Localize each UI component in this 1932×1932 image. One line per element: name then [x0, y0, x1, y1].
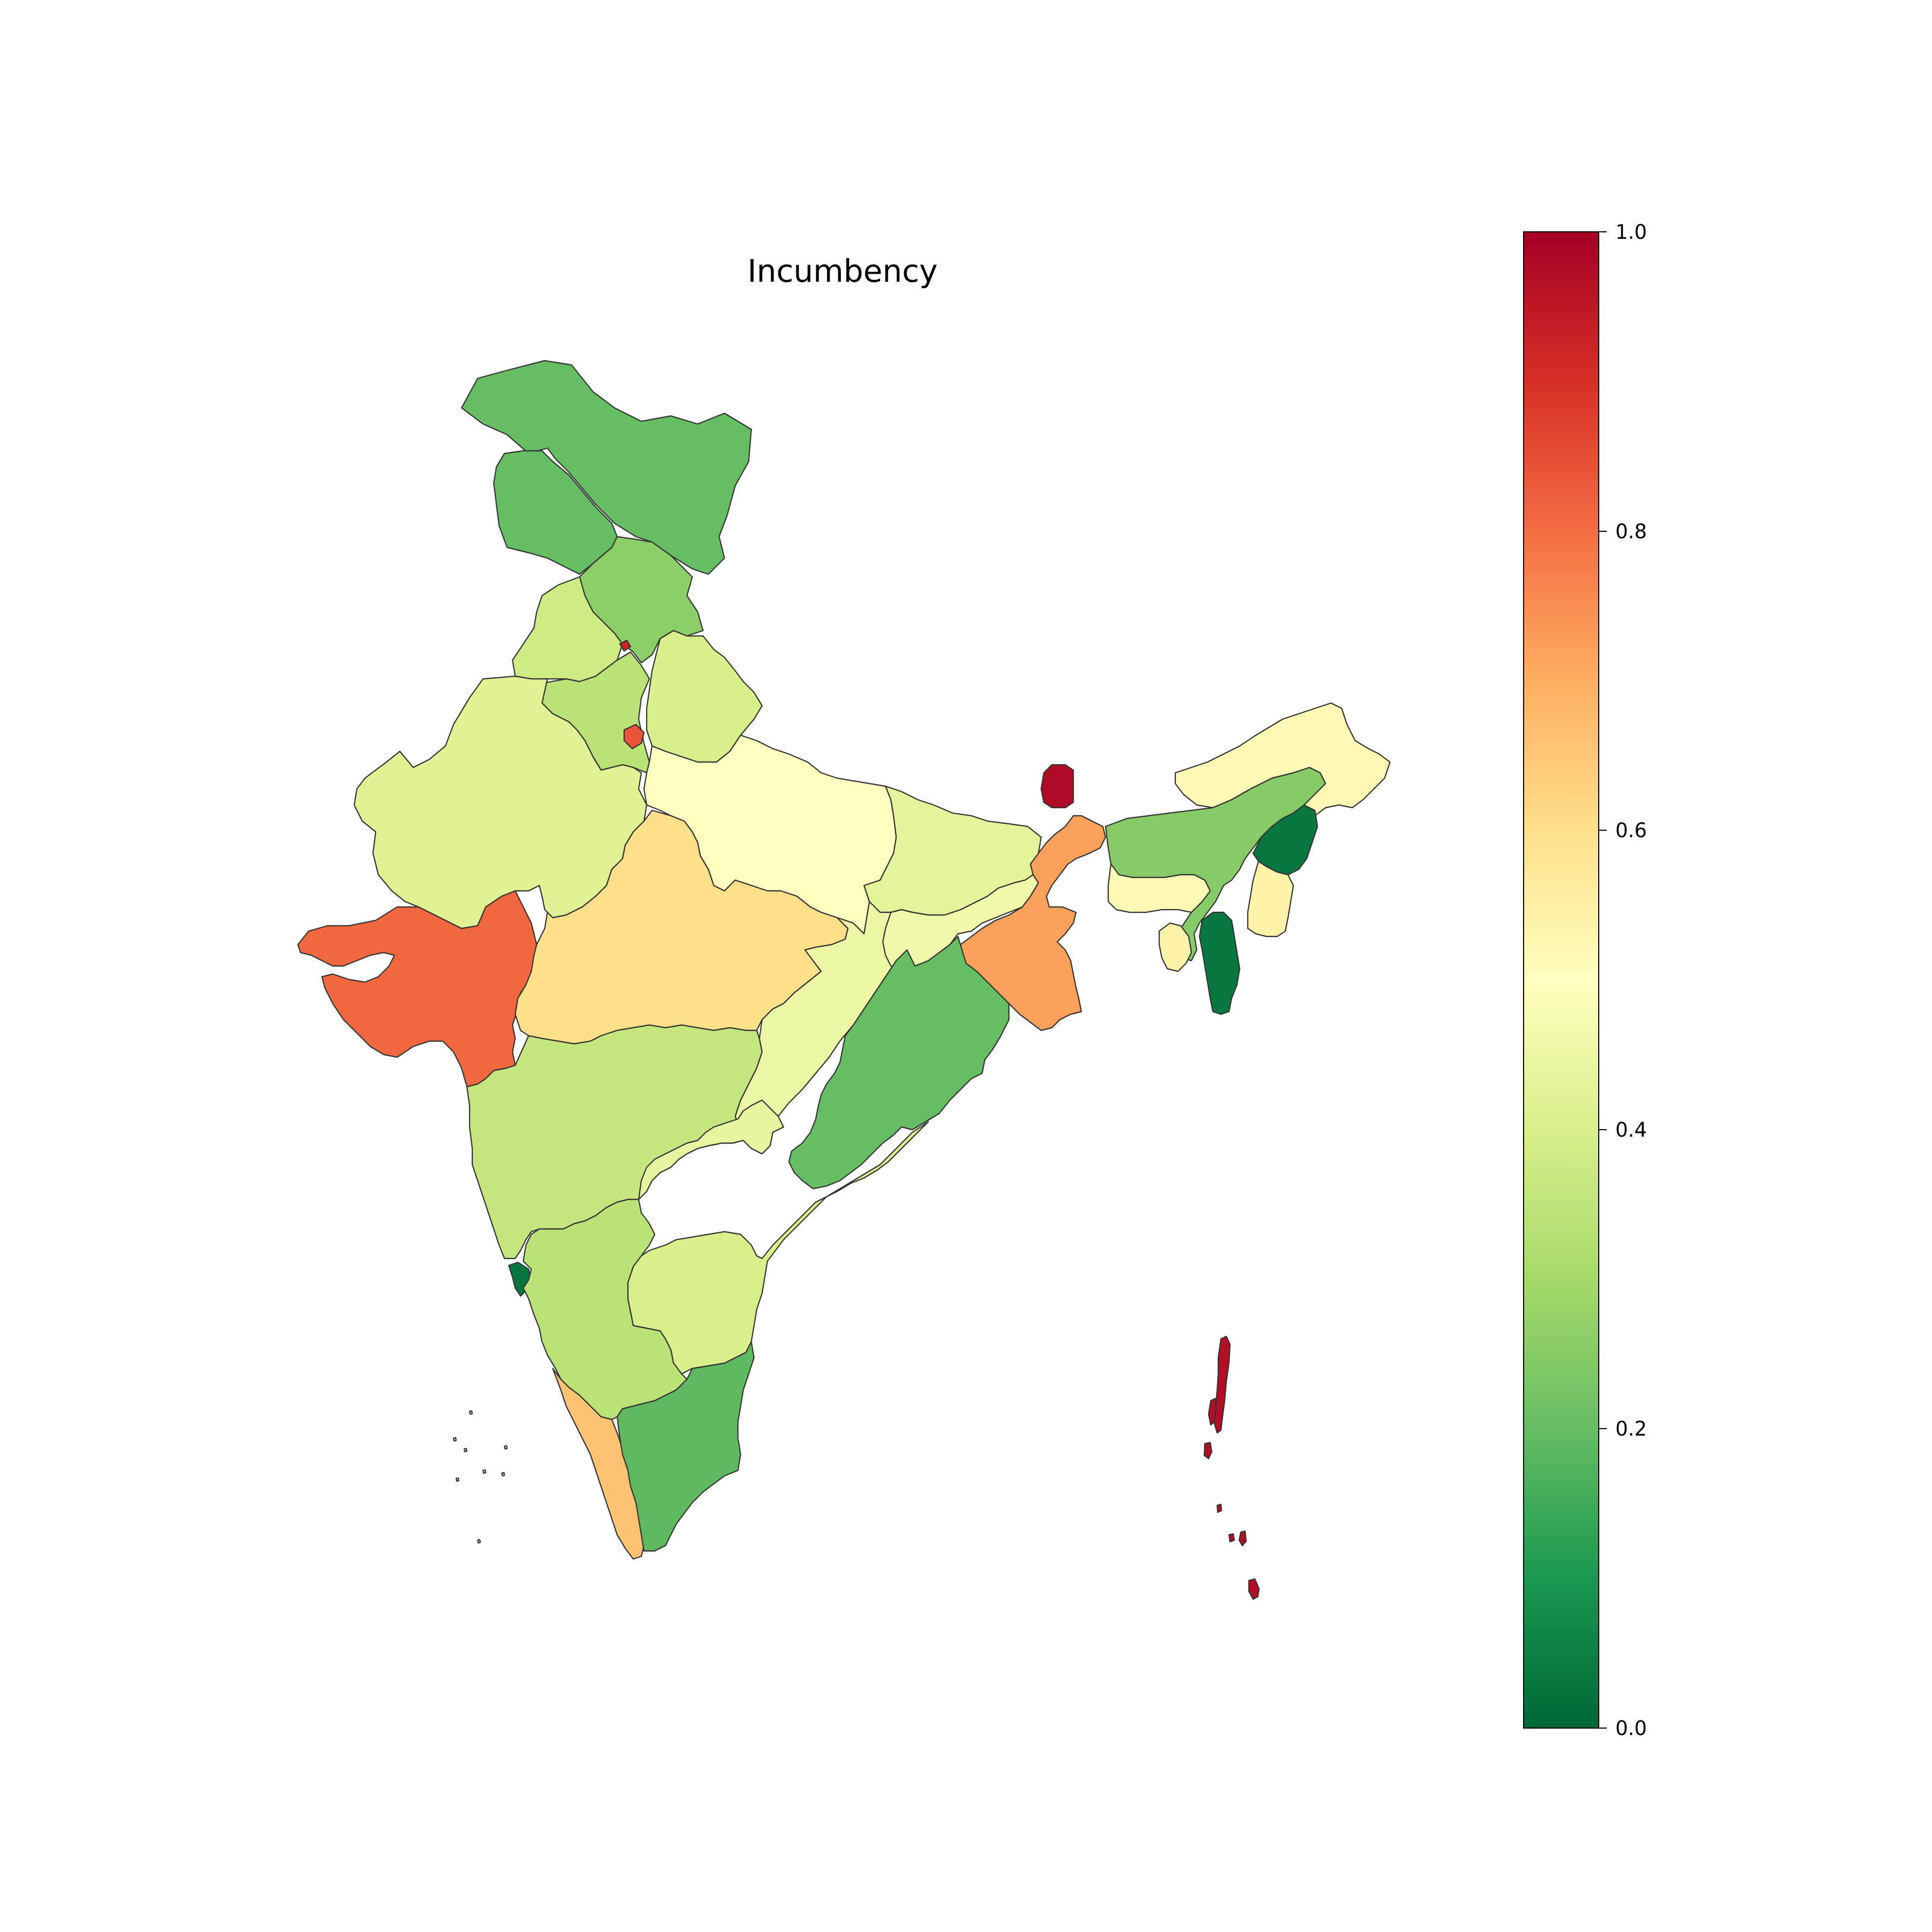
colorbar-tick-label: 0.8 [1615, 520, 1647, 543]
region-andaman-and-nicobar-islands [1203, 1335, 1260, 1600]
colorbar-tick-3: 0.6 [1599, 819, 1647, 842]
colorbar-tick-4: 0.8 [1599, 520, 1647, 543]
region-jammu-and-kashmir [460, 360, 752, 575]
region-manipur [1247, 860, 1294, 938]
colorbar-tick-2: 0.4 [1599, 1118, 1647, 1141]
colorbar-tick-label: 0.2 [1615, 1417, 1647, 1440]
region-tamil-nadu [616, 1341, 755, 1552]
colorbar: 0.0 0.2 0.4 0.6 0.8 1.0 [1523, 221, 1647, 1740]
colorbar-tick-label: 1.0 [1615, 221, 1647, 244]
colorbar-tick-label: 0.0 [1615, 1717, 1647, 1740]
region-karnataka [522, 1198, 688, 1421]
region-arunachal-pradesh [1174, 702, 1391, 828]
region-mizoram [1198, 911, 1241, 1015]
colorbar-tick-label: 0.4 [1615, 1118, 1647, 1141]
colorbar-tick-0: 0.0 [1599, 1717, 1647, 1740]
india-map [297, 360, 1391, 1600]
region-tripura [1158, 922, 1192, 972]
region-odisha [788, 935, 1010, 1190]
map-title: Incumbency [748, 253, 938, 289]
colorbar-bar [1523, 231, 1599, 1729]
region-telangana [638, 1099, 785, 1201]
region-gujarat [297, 890, 538, 1088]
colorbar-tick-1: 0.2 [1599, 1417, 1647, 1440]
colorbar-tick-5: 1.0 [1599, 221, 1647, 244]
region-delhi [623, 723, 645, 750]
region-lakshadweep [452, 1410, 508, 1544]
colorbar-tick-label: 0.6 [1615, 819, 1647, 842]
region-west-bengal [957, 815, 1107, 1031]
region-chandigarh [619, 639, 632, 652]
region-sikkim [1040, 764, 1074, 809]
region-meghalaya [1107, 863, 1211, 913]
